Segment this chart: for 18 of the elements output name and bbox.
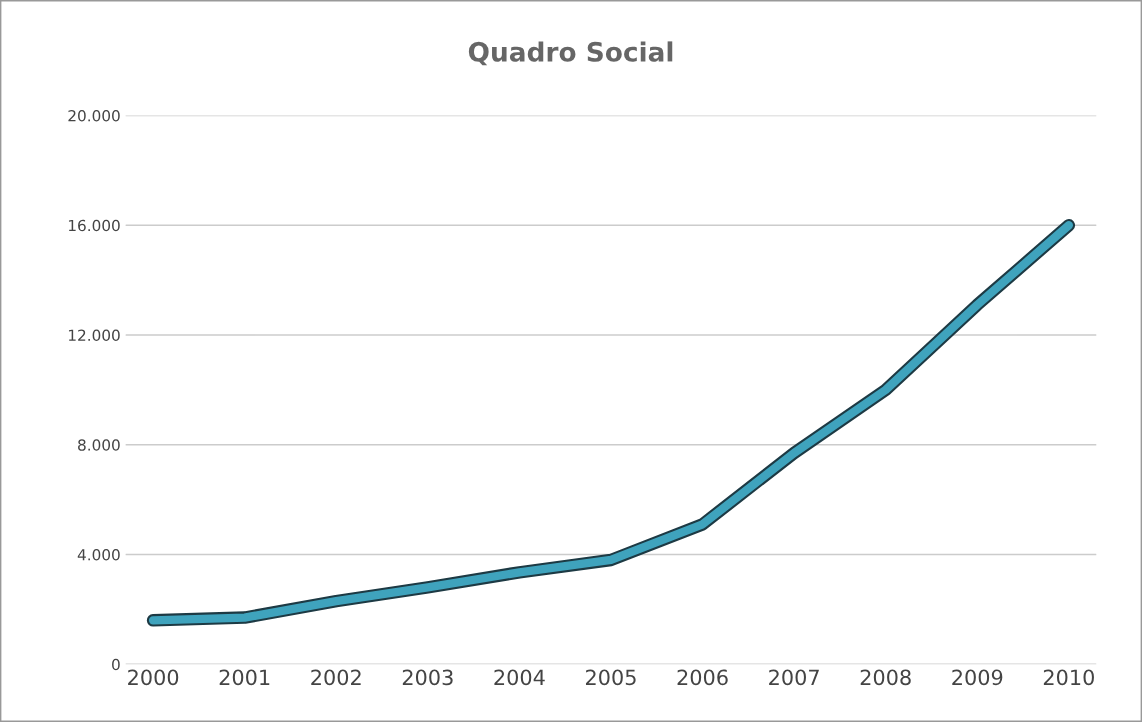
x-tick-label: 2000: [128, 669, 179, 686]
x-tick-label: 2009: [952, 669, 1003, 686]
x-tick-label: 2007: [769, 669, 819, 686]
x-tick-label: 2006: [677, 669, 728, 686]
y-tick-label: 4.000: [77, 548, 120, 561]
x-tick-label: 2010: [1043, 669, 1094, 686]
y-tick-label: 0: [112, 658, 120, 671]
x-tick-label: 2002: [311, 669, 361, 686]
y-tick-label: 8.000: [78, 439, 120, 451]
x-tick-label: 2005: [585, 669, 636, 686]
y-tick-label: 16.000: [68, 219, 120, 232]
y-tick-label: 20.000: [68, 109, 120, 122]
x-tick-label: 2003: [402, 669, 453, 686]
x-tick-label: 2008: [860, 669, 911, 686]
y-tick-label: 12.000: [68, 329, 120, 342]
x-tick-label: 2001: [219, 669, 270, 686]
chart-title: Quadro Social: [468, 41, 673, 66]
x-tick-label: 2004: [494, 669, 545, 686]
